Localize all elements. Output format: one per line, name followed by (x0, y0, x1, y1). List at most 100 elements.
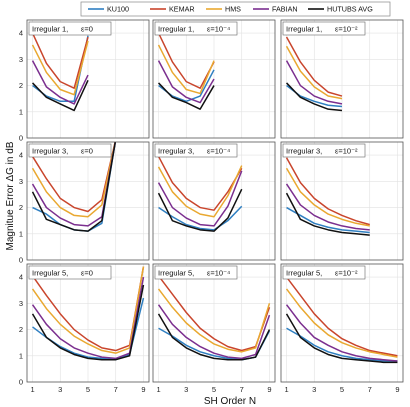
panel-label: Irregular 5, ε=0 (28, 265, 112, 280)
y-tick-label: 3 (19, 55, 23, 64)
series-line-kemar (157, 32, 215, 89)
x-tick-label: 3 (58, 385, 62, 394)
series-line-hutubs-avg (158, 82, 215, 110)
series-group (31, 142, 117, 232)
panel-frame (280, 19, 404, 139)
panel-label-name: Irregular 1, (286, 24, 322, 33)
y-tick-label: 3 (19, 299, 23, 308)
panel-label-box (28, 143, 112, 158)
legend: KU100 KEMAR HMS FABIAN HUTUBS AVG (80, 1, 391, 17)
panel-label-epsilon: ε=10⁻² (335, 146, 358, 155)
series-line-hms (285, 288, 398, 358)
panel-label-box (282, 143, 366, 158)
series-line-hms (157, 165, 243, 218)
x-tick-label: 7 (240, 385, 244, 394)
panel-frame (26, 19, 150, 139)
series-line-fabian (285, 183, 370, 231)
series-line-hms (285, 167, 370, 227)
series-group (285, 157, 370, 236)
panel-label-epsilon: ε=0 (81, 24, 93, 33)
panel-label-epsilon: ε=0 (81, 146, 93, 155)
y-tick-label: 0 (19, 378, 23, 387)
panel-label: Irregular 3, ε=10⁻² (282, 143, 366, 158)
series-line-hutubs-avg (32, 79, 89, 112)
panel-label-epsilon: ε=10⁻² (335, 24, 358, 33)
panel: Irregular 3, ε=10⁻² (280, 141, 404, 261)
y-tick-label: 1 (19, 351, 23, 360)
panel-frame (280, 263, 404, 383)
series-line-fabian (157, 60, 215, 104)
panel-frame (152, 19, 276, 139)
panel-label-name: Irregular 3, (286, 146, 322, 155)
panel-label-epsilon: ε=0 (81, 268, 93, 277)
panel-label-box (282, 21, 366, 36)
panel-label: Irregular 3, ε=0 (28, 143, 112, 158)
series-line-fabian (31, 60, 89, 105)
y-tick-label: 0 (19, 134, 23, 143)
panel: 0 1 2 3 4 Irregular 1, ε=0 (19, 19, 150, 143)
series-line-hutubs-avg (31, 142, 117, 232)
y-tick-label: 0 (19, 256, 23, 265)
panel-label-epsilon: ε=10⁻² (335, 268, 358, 277)
y-axis-title: Magnitue Error ΔG in dB (5, 141, 16, 250)
legend-label: FABIAN (272, 5, 298, 14)
panel-label-box (28, 265, 112, 280)
series-line-fabian (157, 170, 243, 227)
panel-label-name: Irregular 3, (32, 146, 68, 155)
panel: 1 3 5 7 9 Irregular 5, ε=10⁻⁴ (152, 263, 276, 394)
series-line-fabian (285, 304, 398, 362)
panel-label: Irregular 1, ε=0 (28, 21, 112, 36)
series-line-kemar (31, 32, 89, 89)
legend-entry: FABIAN (253, 5, 298, 14)
series-line-kemar (285, 36, 343, 97)
series-line-fabian (285, 60, 343, 105)
series-line-kemar (31, 142, 116, 213)
x-axis-title: SH Order N (204, 396, 256, 407)
x-tick-label: 5 (212, 385, 216, 394)
series-group (157, 156, 243, 232)
panel-label-box (154, 265, 238, 280)
series-line-hutubs-avg (157, 188, 243, 232)
x-tick-label: 5 (86, 385, 90, 394)
panel-label: Irregular 3, ε=10⁻⁴ (154, 143, 238, 158)
x-tick-label: 1 (30, 385, 34, 394)
panel-label-name: Irregular 5, (158, 268, 194, 277)
series-line-kemar (157, 275, 271, 352)
y-tick-label: 2 (19, 81, 23, 90)
panel-label-box (28, 21, 112, 36)
x-tick-label: 7 (368, 385, 372, 394)
series-line-kemar (157, 156, 243, 211)
x-tick-label: 9 (395, 385, 399, 394)
series-line-hutubs-avg (285, 313, 398, 364)
legend-entry: KU100 (88, 5, 129, 14)
y-tick-label: 4 (19, 29, 23, 38)
panel-label: Irregular 5, ε=10⁻⁴ (154, 265, 238, 280)
series-line-ku100 (286, 327, 398, 362)
y-tick-label: 2 (19, 203, 23, 212)
y-tick-label: 1 (19, 107, 23, 116)
panel: 0 1 2 3 4 Irregular 3, ε=0 (19, 141, 150, 265)
panel: 1 3 5 7 9 Irregular 5, ε=10⁻² (280, 263, 404, 394)
series-group (285, 276, 398, 364)
x-tick-label: 3 (184, 385, 188, 394)
panel-label-box (154, 21, 238, 36)
x-tick-label: 3 (312, 385, 316, 394)
series-line-hutubs-avg (157, 313, 271, 361)
series-line-ku100 (158, 205, 243, 231)
series-line-kemar (31, 266, 145, 352)
x-tick-label: 1 (156, 385, 160, 394)
panel-frame (280, 141, 404, 261)
panel: Irregular 1, ε=10⁻⁴ (152, 19, 276, 139)
y-tick-label: 4 (19, 273, 23, 282)
series-line-fabian (31, 276, 145, 360)
x-tick-label: 9 (267, 385, 271, 394)
series-line-kemar (285, 157, 370, 226)
panel-label: Irregular 1, ε=10⁻⁴ (154, 21, 238, 36)
panel-label-box (282, 265, 366, 280)
series-group (31, 266, 145, 361)
legend-box (80, 1, 391, 17)
series-line-hutubs-avg (31, 284, 145, 361)
panel-label-box (154, 143, 238, 158)
